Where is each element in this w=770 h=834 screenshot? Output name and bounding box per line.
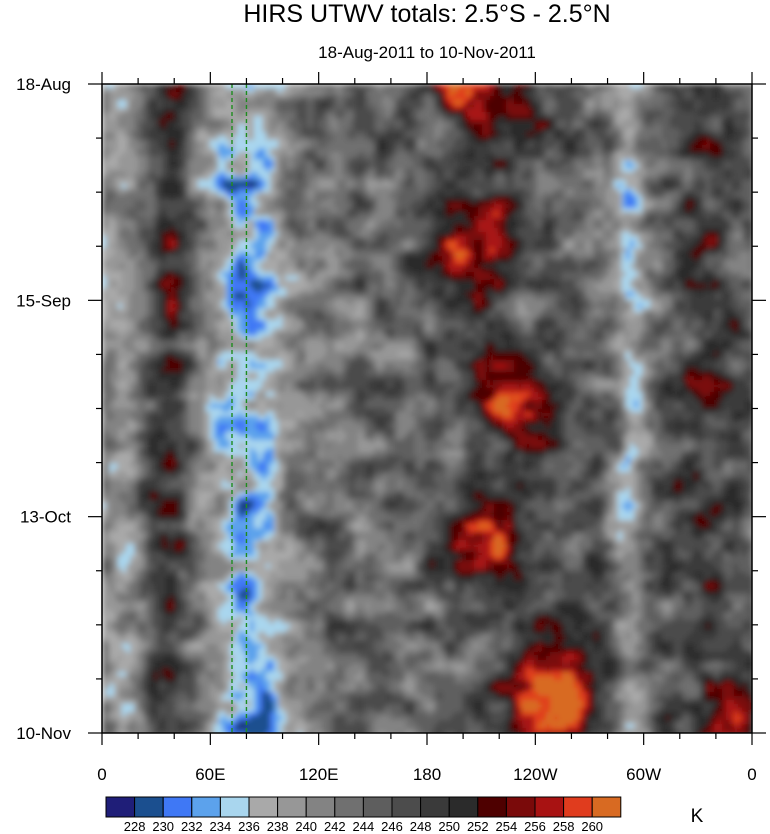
colorbar-level-label: 252 bbox=[467, 819, 489, 834]
colorbar-level-label: 248 bbox=[410, 819, 432, 834]
x-tick-label: 120E bbox=[299, 765, 339, 784]
x-tick-label: 60W bbox=[626, 765, 661, 784]
y-tick-label: 13-Oct bbox=[20, 508, 71, 527]
y-tick-label: 18-Aug bbox=[16, 75, 71, 94]
colorbar-level-label: 258 bbox=[553, 819, 575, 834]
colorbar-level-label: 230 bbox=[152, 819, 174, 834]
colorbar-level-label: 236 bbox=[238, 819, 260, 834]
colorbar-level-label: 260 bbox=[581, 819, 603, 834]
reference-lines bbox=[231, 84, 248, 733]
y-tick-label: 15-Sep bbox=[16, 291, 71, 310]
colorbar-swatch bbox=[334, 796, 364, 818]
x-tick-label: 0 bbox=[747, 765, 756, 784]
x-tick-label: 60E bbox=[195, 765, 225, 784]
colorbar-level-label: 234 bbox=[210, 819, 232, 834]
colorbar-level-label: 242 bbox=[324, 819, 346, 834]
colorbar-units: K bbox=[691, 806, 704, 827]
colorbar-swatch bbox=[248, 796, 279, 818]
colorbar-level-label: 254 bbox=[496, 819, 518, 834]
colorbar-swatch bbox=[105, 796, 136, 818]
colorbar-level-label: 238 bbox=[267, 819, 289, 834]
colorbar-swatch bbox=[563, 796, 593, 818]
x-axis: 0 60E 120E 180 120W 60W 0 bbox=[97, 72, 757, 784]
colorbar-swatch bbox=[277, 796, 307, 818]
colorbar: 228 230 232 234 236 238 240 242 244 246 248 250 252 2… bbox=[105, 796, 622, 834]
y-axis: 18-Aug 15-Sep 13-Oct 10-Nov bbox=[16, 75, 766, 743]
colorbar-swatch bbox=[219, 796, 250, 818]
colorbar-level-label: 246 bbox=[381, 819, 403, 834]
colorbar-swatch bbox=[448, 796, 479, 818]
colorbar-level-label: 240 bbox=[295, 819, 317, 834]
colorbar-level-label: 256 bbox=[524, 819, 546, 834]
colorbar-swatch bbox=[534, 796, 565, 818]
colorbar-swatch bbox=[591, 796, 622, 818]
chart-title: HIRS UTWV totals: 2.5°S - 2.5°N bbox=[243, 0, 610, 28]
x-tick-label: 0 bbox=[97, 765, 106, 784]
colorbar-level-label: 228 bbox=[124, 819, 146, 834]
colorbar-level-label: 250 bbox=[438, 819, 460, 834]
colorbar-swatch bbox=[191, 796, 221, 818]
x-tick-label: 120W bbox=[513, 765, 557, 784]
colorbar-level-label: 232 bbox=[181, 819, 203, 834]
x-tick-label: 180 bbox=[413, 765, 441, 784]
colorbar-swatch bbox=[134, 796, 164, 818]
colorbar-swatch bbox=[162, 796, 193, 818]
colorbar-swatch bbox=[477, 796, 507, 818]
colorbar-swatch bbox=[420, 796, 450, 818]
y-tick-label: 10-Nov bbox=[16, 724, 71, 743]
chart-subtitle: 18-Aug-2011 to 10-Nov-2011 bbox=[318, 43, 536, 62]
colorbar-level-label: 244 bbox=[353, 819, 375, 834]
colorbar-swatch bbox=[505, 796, 536, 818]
hovmoller-field bbox=[102, 84, 752, 733]
colorbar-swatch bbox=[391, 796, 422, 818]
colorbar-swatch bbox=[362, 796, 393, 818]
colorbar-swatch bbox=[305, 796, 336, 818]
